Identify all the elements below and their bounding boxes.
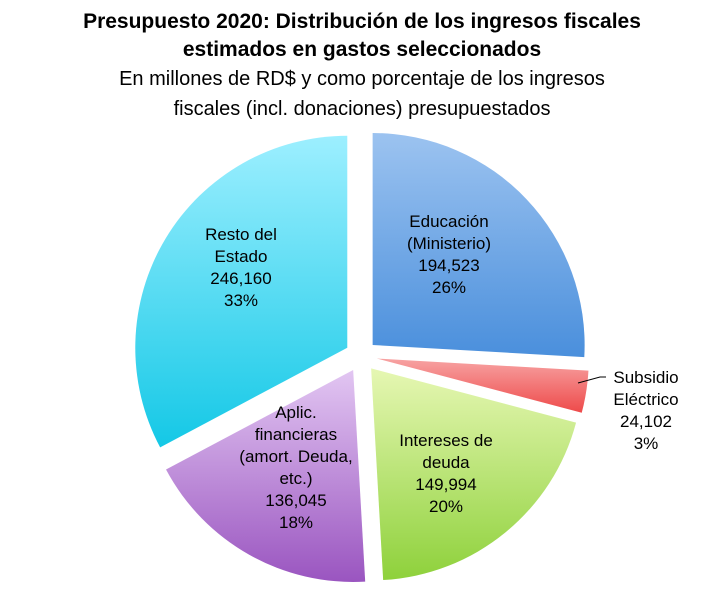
chart-subtitle-line-1: En millones de RD$ y como porcentaje de … [119,68,605,90]
slice-category-label: Resto del [205,225,277,244]
pie-slice [371,368,577,581]
slice-value-label: 136,045 [265,491,326,510]
chart-title-line-1: Presupuesto 2020: Distribución de los in… [83,10,641,33]
slice-category-label: Educación [409,212,488,231]
pie-slice [166,369,366,582]
slice-category-label: deuda [422,453,470,472]
slice-label: Intereses de deuda 149,994 20% [399,431,493,516]
slice-value-label: 24,102 [620,412,672,431]
slice-category-label: Estado [215,247,268,266]
slice-percent-label: 26% [432,278,466,297]
slice-percent-label: 33% [224,291,258,310]
slice-category-label: Eléctrico [613,390,678,409]
leader-line [577,376,606,384]
slice-percent-label: 3% [634,434,659,453]
slice-category-label: Aplic. [275,403,317,422]
slice-value-label: 194,523 [418,256,479,275]
slice-label: Subsidio Eléctrico 24,102 3% [613,368,678,453]
slice-percent-label: 20% [429,497,463,516]
slice-value-label: 149,994 [415,475,476,494]
slice-category-label: Subsidio [613,368,678,387]
slice-label: Resto del Estado 246,160 33% [205,225,277,310]
slice-category-label: Intereses de [399,431,493,450]
pie-slice [376,358,589,413]
slice-label: Educación (Ministerio) 194,523 26% [407,212,491,297]
labels-layer: Educación (Ministerio) 194,523 26% Subsidio E… [205,212,679,532]
slice-category-label: etc.) [279,469,312,488]
chart-header: Presupuesto 2020: Distribución de los in… [0,8,724,124]
slice-category-label: financieras [255,425,337,444]
slices-layer [135,133,589,582]
slice-category-label: (Ministerio) [407,234,491,253]
slice-percent-label: 18% [279,513,313,532]
pie-slice [135,135,348,448]
chart-title-line-2: estimados en gastos seleccionados [182,38,542,61]
slice-label: Aplic. financieras (amort. Deuda, etc.) 136,… [239,403,352,532]
pie-slice [372,133,585,358]
slice-category-label: (amort. Deuda, [239,447,352,466]
chart-subtitle-line-2: fiscales (incl. donaciones) presupuestad… [173,98,551,120]
slice-value-label: 246,160 [210,269,271,288]
